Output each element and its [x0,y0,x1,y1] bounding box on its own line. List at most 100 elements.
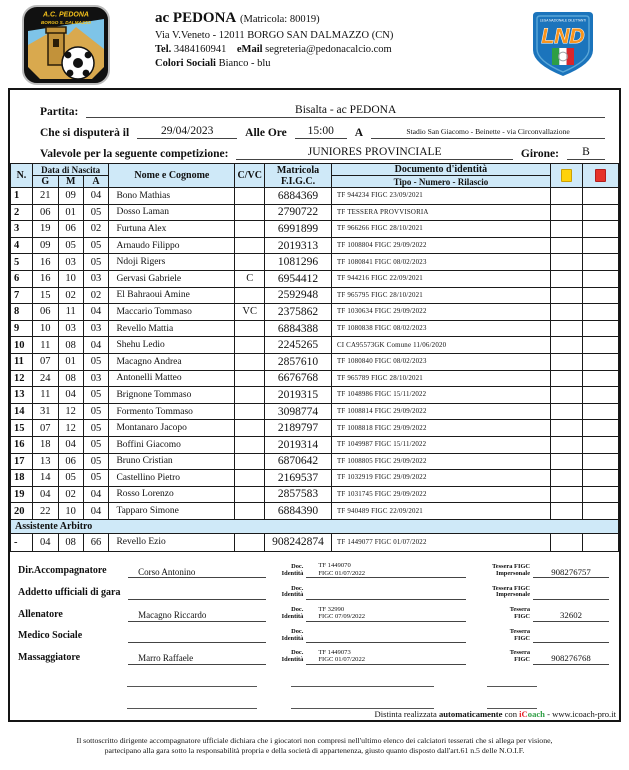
date-value: 29/04/2023 [137,125,238,139]
player-yellow-card-cell [549,419,584,437]
player-captain-mark [234,469,266,487]
player-row: 13 11 04 05 Brignone Tommaso 2019315 TF … [10,386,619,404]
players-table: N. Data di Nascita Nome e Cognome C/VC M… [10,163,619,552]
player-document: TF 1008804 FIGC 29/09/2022 [330,236,551,255]
staff-tessera-label: Tessera FIGC [509,627,531,642]
player-name: Rosso Lorenzo [108,485,236,504]
player-captain-mark [234,532,266,552]
player-birth-month: 10 [57,269,84,288]
blank-line [127,693,257,709]
player-birth-month: 01 [57,203,84,222]
club-contacts: Tel. 3484160941 eMail segreteria@pedonac… [155,43,393,57]
match-row-partita: Partita: Bisalta - ac PEDONA [40,97,605,118]
player-birth-year: 02 [82,286,110,305]
player-name: Castellino Pietro [108,469,236,487]
player-matricola: 6884369 [264,187,332,205]
player-birth-day: 04 [31,532,59,552]
venue-value: Stadio San Giacomo - Beinette - via Circ… [371,128,605,139]
staff-doc-label: Doc. Identità [281,563,304,577]
player-number: 2 [10,203,33,222]
player-row: 15 07 12 05 Montanaro Jacopo 2189797 TF … [10,419,619,437]
player-yellow-card-cell [549,386,584,404]
partita-value: Bisalta - ac PEDONA [86,104,605,118]
player-row: 1 21 09 04 Bono Mathias 6884369 TF 94423… [10,187,619,205]
player-captain-mark [234,502,266,520]
credit-bold: automaticamente [438,709,503,719]
player-captain-mark [234,386,266,404]
player-matricola: 2857583 [264,485,332,504]
player-birth-day: 15 [31,286,59,305]
staff-row: Allenatore Macagno Riccardo Doc. Identità… [16,600,609,622]
player-birth-year: 05 [82,203,110,222]
player-number: 17 [10,452,33,471]
staff-row: Addetto ufficiali di gara Doc. Identità T… [16,578,609,601]
player-yellow-card-cell [549,187,584,205]
player-document: TF 1032919 FIGC 29/09/2022 [330,469,551,487]
player-birth-year: 66 [82,532,110,552]
col-header-document: Documento d'identità [330,163,551,176]
player-birth-month: 12 [57,419,84,437]
player-captain-mark [234,253,266,271]
player-number: 5 [10,253,33,271]
player-birth-year: 04 [82,303,110,321]
competition-label: Valevole per la seguente competizione: [40,148,229,160]
player-number: 7 [10,286,33,305]
player-name: Furtuna Alex [108,220,236,238]
player-birth-day: 09 [31,236,59,255]
player-name: Brignone Tommaso [108,386,236,404]
player-birth-day: 16 [31,253,59,271]
player-birth-year: 05 [82,452,110,471]
player-name: El Bahraoui Amine [108,286,236,305]
player-birth-month: 08 [57,532,84,552]
player-name: Arnaudo Filippo [108,236,236,255]
player-yellow-card-cell [549,236,584,255]
assistant-referee-section-header: Assistente Arbitro [10,518,619,534]
player-red-card-cell [582,435,619,454]
player-matricola: 3098774 [264,402,332,421]
player-row: 4 09 05 05 Arnaudo Filippo 2019313 TF 10… [10,236,619,255]
player-matricola: 6870642 [264,452,332,471]
email-value: segreteria@pedonacalcio.com [265,43,392,55]
player-birth-year: 05 [82,236,110,255]
col-header-yellow-card [549,163,584,188]
player-yellow-card-cell [549,269,584,288]
player-captain-mark [234,402,266,421]
player-red-card-cell [582,452,619,471]
player-row: 5 16 03 05 Ndoji Rigers 1081296 TF 10808… [10,253,619,271]
disclaimer-line-2: partecipano alla gara sotto la responsab… [104,746,525,756]
player-captain-mark: VC [234,303,266,321]
player-captain-mark [234,236,266,255]
player-name: Macagno Andrea [108,352,236,371]
player-birth-month: 01 [57,352,84,371]
player-matricola: 2245265 [264,336,332,354]
player-name: Tapparo Simone [108,502,236,520]
player-birth-month: 03 [57,253,84,271]
player-name: Bono Mathias [108,187,236,205]
player-row: 10 11 08 04 Shehu Ledio 2245265 CI CA955… [10,336,619,354]
disclaimer-line-1: Il sottoscritto dirigente accompagnatore… [76,736,553,745]
player-document: TF 944234 FIGC 23/09/2021 [330,187,551,205]
staff-tessera-label: Tessera FIGC [509,606,531,620]
staff-doc-value [306,584,467,601]
staff-tessera-value: 908276768 [533,653,609,665]
staff-role-label: Addetto ufficiali di gara [18,587,121,599]
girone-value: B [567,146,605,160]
time-value: 15:00 [294,125,347,139]
player-yellow-card-cell [549,319,584,338]
player-birth-year: 05 [82,419,110,437]
player-matricola: 6884388 [264,319,332,338]
player-name: Revello Ezio [108,532,236,552]
signature-blank-row-1 [10,671,619,687]
player-matricola: 2790722 [264,203,332,222]
player-captain-mark [234,369,266,388]
blank-line [291,693,434,709]
player-birth-day: 04 [31,485,59,504]
player-matricola: 908242874 [264,532,332,552]
player-birth-day: 16 [31,269,59,288]
player-yellow-card-cell [549,336,584,354]
staff-doc-label: Doc. Identità [281,649,304,664]
player-yellow-card-cell [549,203,584,222]
player-yellow-card-cell [549,220,584,238]
player-yellow-card-cell [549,369,584,388]
club-title: ac PEDONA (Matricola: 80019) [155,9,393,29]
